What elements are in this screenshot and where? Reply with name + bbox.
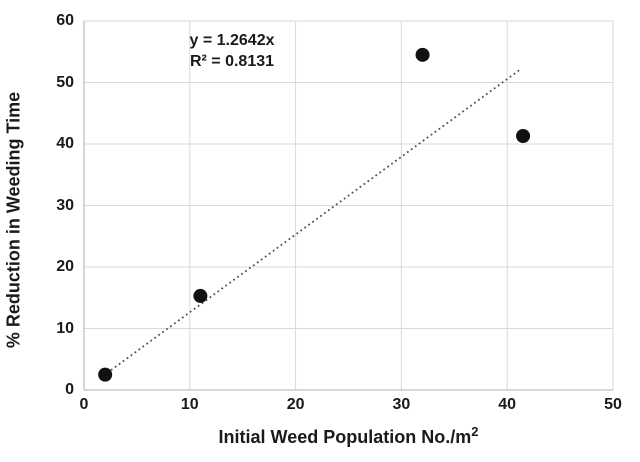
x-axis-title: Initial Weed Population No./m2: [84, 424, 613, 448]
y-axis-title-text: % Reduction in Weeding Time: [3, 91, 24, 349]
x-tick-label: 30: [392, 396, 411, 413]
x-tick-label: 10: [180, 396, 199, 413]
data-point: [193, 288, 208, 303]
y-tick-label: 60: [56, 12, 74, 29]
y-tick-label: 0: [65, 381, 74, 398]
x-tick-label: 20: [286, 396, 305, 413]
data-point: [98, 367, 113, 382]
x-tick-label: 50: [604, 396, 622, 413]
y-tick-label: 20: [56, 258, 74, 275]
trendline-r-squared: R² = 0.8131: [189, 53, 275, 70]
y-tick-label: 10: [56, 319, 74, 337]
x-tick-label: 0: [79, 396, 89, 413]
x-axis-title-superscript: 2: [471, 424, 479, 439]
x-axis-title-text: Initial Weed Population No./m: [218, 427, 472, 447]
x-tick-label: 40: [498, 396, 517, 413]
data-point: [516, 129, 531, 144]
data-point: [415, 47, 430, 62]
y-tick-label: 40: [56, 135, 74, 152]
trendline-equation: y = 1.2642x: [189, 32, 275, 49]
trendline-annotation: y = 1.2642x R² = 0.8131: [148, 30, 316, 72]
y-tick-label: 30: [56, 196, 74, 214]
trendline: [102, 68, 522, 377]
y-tick-label: 50: [56, 73, 74, 91]
